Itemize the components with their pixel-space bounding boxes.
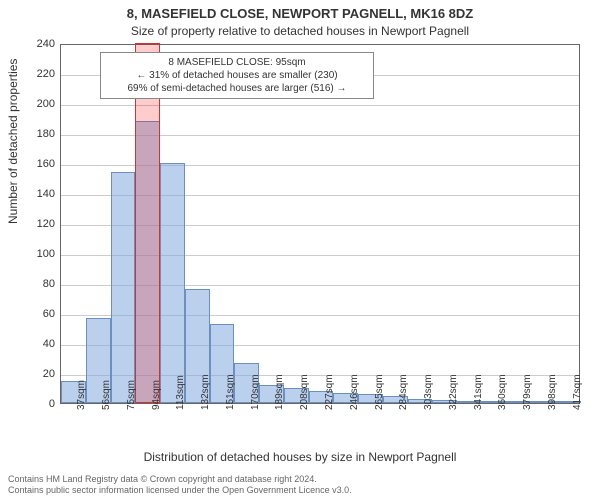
y-tick-label: 60 xyxy=(5,308,55,320)
chart-subtitle: Size of property relative to detached ho… xyxy=(0,24,600,38)
y-tick-label: 180 xyxy=(5,128,55,140)
y-tick-label: 200 xyxy=(5,98,55,110)
y-tick-label: 20 xyxy=(5,368,55,380)
footer-line-1: Contains HM Land Registry data © Crown c… xyxy=(8,474,352,485)
footer-line-2: Contains public sector information licen… xyxy=(8,485,352,496)
y-tick-label: 240 xyxy=(5,38,55,50)
y-tick-label: 160 xyxy=(5,158,55,170)
y-tick-label: 80 xyxy=(5,278,55,290)
y-tick-label: 140 xyxy=(5,188,55,200)
histogram-bar xyxy=(160,163,185,403)
y-tick-label: 120 xyxy=(5,218,55,230)
y-tick-label: 220 xyxy=(5,68,55,80)
annotation-line-1: 8 MASEFIELD CLOSE: 95sqm xyxy=(107,56,367,69)
annotation-line-2: ← 31% of detached houses are smaller (23… xyxy=(107,69,367,82)
x-axis-title: Distribution of detached houses by size … xyxy=(0,450,600,464)
annotation-box: 8 MASEFIELD CLOSE: 95sqm← 31% of detache… xyxy=(100,52,374,99)
chart-title: 8, MASEFIELD CLOSE, NEWPORT PAGNELL, MK1… xyxy=(0,6,600,21)
chart-container: 8, MASEFIELD CLOSE, NEWPORT PAGNELL, MK1… xyxy=(0,0,600,500)
histogram-bar xyxy=(111,172,136,403)
annotation-line-3: 69% of semi-detached houses are larger (… xyxy=(107,82,367,95)
footer-attribution: Contains HM Land Registry data © Crown c… xyxy=(8,474,352,497)
y-tick-label: 40 xyxy=(5,338,55,350)
y-tick-label: 0 xyxy=(5,398,55,410)
y-tick-label: 100 xyxy=(5,248,55,260)
